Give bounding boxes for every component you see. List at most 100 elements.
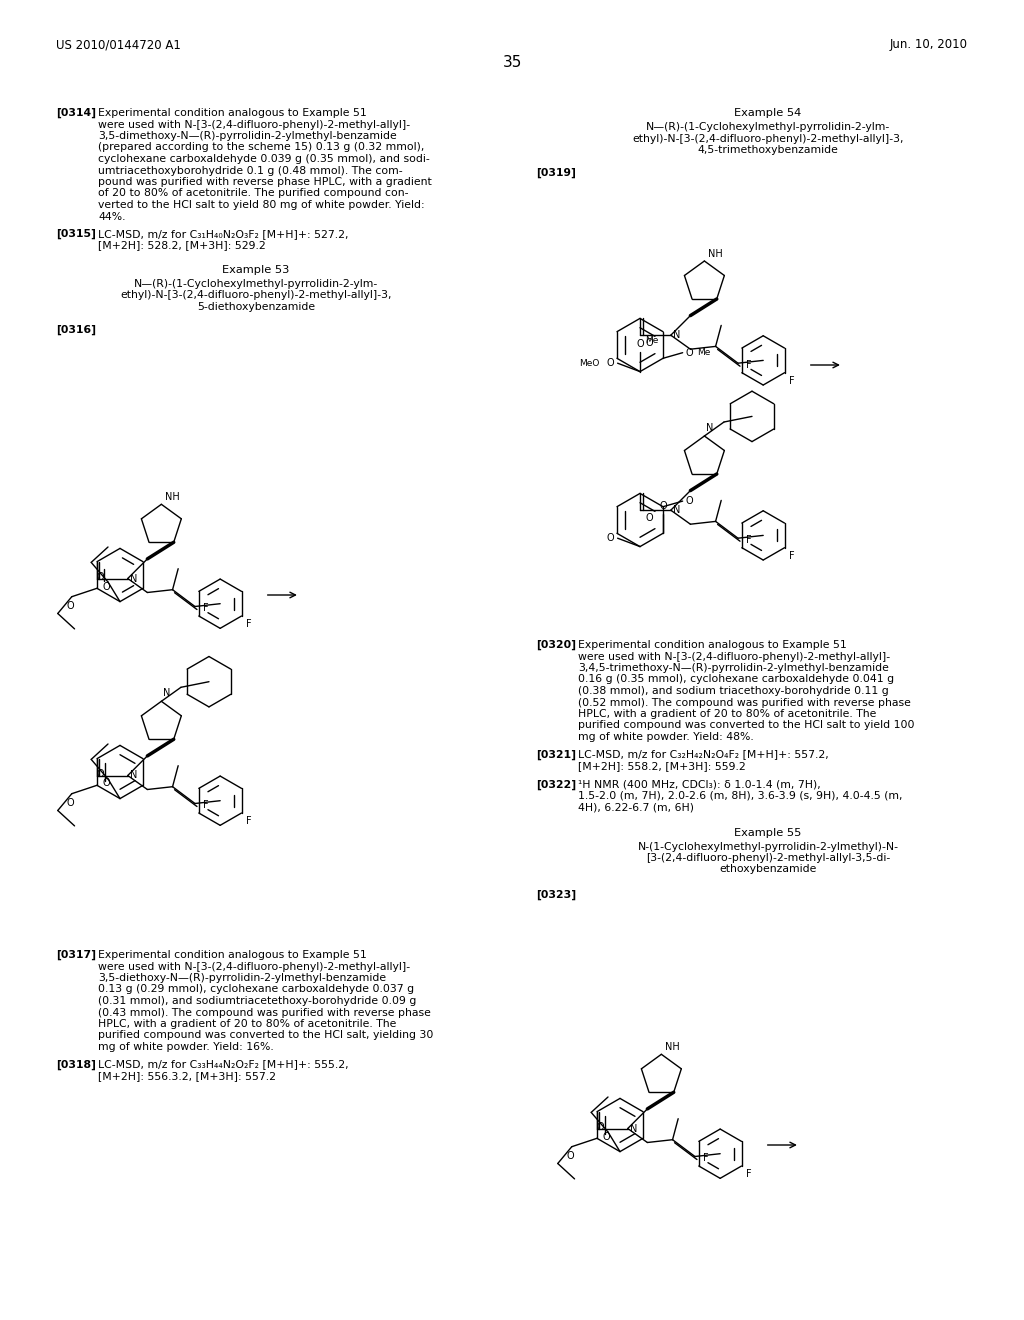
- Text: verted to the HCl salt to yield 80 mg of white powder. Yield:: verted to the HCl salt to yield 80 mg of…: [98, 201, 425, 210]
- Text: [0318]: [0318]: [56, 1060, 96, 1069]
- Text: O: O: [67, 797, 74, 808]
- Text: O: O: [607, 358, 614, 368]
- Text: [0319]: [0319]: [536, 168, 575, 178]
- Text: 35: 35: [503, 55, 521, 70]
- Text: N: N: [630, 1123, 637, 1134]
- Text: [0323]: [0323]: [536, 890, 577, 900]
- Text: (0.43 mmol). The compound was purified with reverse phase: (0.43 mmol). The compound was purified w…: [98, 1007, 431, 1018]
- Text: N: N: [673, 506, 680, 515]
- Text: N—(R)-(1-Cyclohexylmethyl-pyrrolidin-2-ylm-: N—(R)-(1-Cyclohexylmethyl-pyrrolidin-2-y…: [134, 279, 378, 289]
- Text: ethoxybenzamide: ethoxybenzamide: [719, 865, 817, 874]
- Text: umtriacethoxyborohydride 0.1 g (0.48 mmol). The com-: umtriacethoxyborohydride 0.1 g (0.48 mmo…: [98, 165, 402, 176]
- Text: F: F: [203, 603, 209, 612]
- Text: [0322]: [0322]: [536, 780, 577, 789]
- Text: (0.52 mmol). The compound was purified with reverse phase: (0.52 mmol). The compound was purified w…: [578, 697, 911, 708]
- Text: N: N: [130, 573, 137, 583]
- Text: F: F: [788, 376, 795, 385]
- Text: N: N: [130, 771, 137, 780]
- Text: O: O: [596, 1122, 604, 1133]
- Text: O: O: [603, 1131, 610, 1142]
- Text: (prepared according to the scheme 15) 0.13 g (0.32 mmol),: (prepared according to the scheme 15) 0.…: [98, 143, 424, 153]
- Text: N: N: [707, 422, 714, 433]
- Text: NH: NH: [165, 492, 180, 503]
- Text: mg of white powder. Yield: 16%.: mg of white powder. Yield: 16%.: [98, 1041, 273, 1052]
- Text: F: F: [788, 550, 795, 561]
- Text: [0321]: [0321]: [536, 750, 575, 760]
- Text: [M+2H]: 528.2, [M+3H]: 529.2: [M+2H]: 528.2, [M+3H]: 529.2: [98, 240, 266, 251]
- Text: purified compound was converted to the HCl salt, yielding 30: purified compound was converted to the H…: [98, 1031, 433, 1040]
- Text: [3-(2,4-difluoro-phenyl)-2-methyl-allyl-3,5-di-: [3-(2,4-difluoro-phenyl)-2-methyl-allyl-…: [646, 853, 890, 863]
- Text: 5-diethoxybenzamide: 5-diethoxybenzamide: [197, 302, 315, 312]
- Text: 0.16 g (0.35 mmol), cyclohexane carboxaldehyde 0.041 g: 0.16 g (0.35 mmol), cyclohexane carboxal…: [578, 675, 894, 685]
- Text: NH: NH: [666, 1043, 680, 1052]
- Text: [M+2H]: 558.2, [M+3H]: 559.2: [M+2H]: 558.2, [M+3H]: 559.2: [578, 762, 745, 771]
- Text: N: N: [673, 330, 680, 341]
- Text: N—(R)-(1-Cyclohexylmethyl-pyrrolidin-2-ylm-: N—(R)-(1-Cyclohexylmethyl-pyrrolidin-2-y…: [646, 121, 890, 132]
- Text: NH: NH: [709, 249, 723, 259]
- Text: 3,5-dimethoxy-N—(R)-pyrrolidin-2-ylmethyl-benzamide: 3,5-dimethoxy-N—(R)-pyrrolidin-2-ylmethy…: [98, 131, 396, 141]
- Text: ethyl)-N-[3-(2,4-difluoro-phenyl)-2-methyl-allyl]-3,: ethyl)-N-[3-(2,4-difluoro-phenyl)-2-meth…: [120, 290, 392, 301]
- Text: LC-MSD, m/z for C₃₃H₄₄N₂O₂F₂ [M+H]+: 555.2,: LC-MSD, m/z for C₃₃H₄₄N₂O₂F₂ [M+H]+: 555…: [98, 1060, 348, 1069]
- Text: LC-MSD, m/z for C₃₁H₄₀N₂O₃F₂ [M+H]+: 527.2,: LC-MSD, m/z for C₃₁H₄₀N₂O₃F₂ [M+H]+: 527…: [98, 228, 348, 239]
- Text: Me: Me: [645, 337, 658, 346]
- Text: 4,5-trimethoxybenzamide: 4,5-trimethoxybenzamide: [697, 145, 839, 154]
- Text: 3,4,5-trimethoxy-N—(R)-pyrrolidin-2-ylmethyl-benzamide: 3,4,5-trimethoxy-N—(R)-pyrrolidin-2-ylme…: [578, 663, 889, 673]
- Text: O: O: [103, 779, 111, 788]
- Text: O: O: [646, 338, 653, 348]
- Text: pound was purified with reverse phase HPLC, with a gradient: pound was purified with reverse phase HP…: [98, 177, 432, 187]
- Text: [0320]: [0320]: [536, 640, 575, 651]
- Text: O: O: [636, 339, 644, 348]
- Text: O: O: [67, 601, 74, 611]
- Text: N: N: [164, 688, 171, 698]
- Text: 1.5-2.0 (m, 7H), 2.0-2.6 (m, 8H), 3.6-3.9 (s, 9H), 4.0-4.5 (m,: 1.5-2.0 (m, 7H), 2.0-2.6 (m, 8H), 3.6-3.…: [578, 791, 902, 801]
- Text: F: F: [203, 800, 209, 810]
- Text: purified compound was converted to the HCl salt to yield 100: purified compound was converted to the H…: [578, 721, 914, 730]
- Text: Example 53: Example 53: [222, 265, 290, 275]
- Text: Example 54: Example 54: [734, 108, 802, 117]
- Text: O: O: [607, 533, 614, 544]
- Text: [0317]: [0317]: [56, 950, 96, 960]
- Text: [0315]: [0315]: [56, 228, 96, 239]
- Text: F: F: [745, 360, 752, 370]
- Text: F: F: [745, 535, 752, 545]
- Text: [M+2H]: 556.3.2, [M+3H]: 557.2: [M+2H]: 556.3.2, [M+3H]: 557.2: [98, 1071, 276, 1081]
- Text: O: O: [96, 770, 104, 779]
- Text: F: F: [702, 1154, 709, 1163]
- Text: (0.38 mmol), and sodium triacethoxy-borohydride 0.11 g: (0.38 mmol), and sodium triacethoxy-boro…: [578, 686, 889, 696]
- Text: cyclohexane carboxaldehyde 0.039 g (0.35 mmol), and sodi-: cyclohexane carboxaldehyde 0.039 g (0.35…: [98, 154, 430, 164]
- Text: O: O: [659, 500, 667, 511]
- Text: 3,5-diethoxy-N—(R)-pyrrolidin-2-ylmethyl-benzamide: 3,5-diethoxy-N—(R)-pyrrolidin-2-ylmethyl…: [98, 973, 386, 983]
- Text: Experimental condition analogous to Example 51: Experimental condition analogous to Exam…: [98, 108, 367, 117]
- Text: MeO: MeO: [580, 359, 600, 368]
- Text: were used with N-[3-(2,4-difluoro-phenyl)-2-methyl-allyl]-: were used with N-[3-(2,4-difluoro-phenyl…: [98, 120, 411, 129]
- Text: Experimental condition analogous to Example 51: Experimental condition analogous to Exam…: [578, 640, 847, 649]
- Text: were used with N-[3-(2,4-difluoro-phenyl)-2-methyl-allyl]-: were used with N-[3-(2,4-difluoro-phenyl…: [98, 961, 411, 972]
- Text: US 2010/0144720 A1: US 2010/0144720 A1: [56, 38, 181, 51]
- Text: HPLC, with a gradient of 20 to 80% of acetonitrile. The: HPLC, with a gradient of 20 to 80% of ac…: [578, 709, 877, 719]
- Text: Experimental condition analogous to Example 51: Experimental condition analogous to Exam…: [98, 950, 367, 960]
- Text: were used with N-[3-(2,4-difluoro-phenyl)-2-methyl-allyl]-: were used with N-[3-(2,4-difluoro-phenyl…: [578, 652, 890, 661]
- Text: Jun. 10, 2010: Jun. 10, 2010: [890, 38, 968, 51]
- Text: (0.31 mmol), and sodiumtriacetethoxy-borohydride 0.09 g: (0.31 mmol), and sodiumtriacetethoxy-bor…: [98, 997, 417, 1006]
- Text: O: O: [686, 496, 693, 506]
- Text: 44%.: 44%.: [98, 211, 126, 222]
- Text: ethyl)-N-[3-(2,4-difluoro-phenyl)-2-methyl-allyl]-3,: ethyl)-N-[3-(2,4-difluoro-phenyl)-2-meth…: [632, 133, 904, 144]
- Text: 4H), 6.22-6.7 (m, 6H): 4H), 6.22-6.7 (m, 6H): [578, 803, 694, 813]
- Text: O: O: [566, 1151, 573, 1160]
- Text: F: F: [246, 619, 251, 630]
- Text: Example 55: Example 55: [734, 828, 802, 837]
- Text: Me: Me: [696, 348, 710, 358]
- Text: O: O: [646, 513, 653, 523]
- Text: HPLC, with a gradient of 20 to 80% of acetonitrile. The: HPLC, with a gradient of 20 to 80% of ac…: [98, 1019, 396, 1030]
- Text: [0316]: [0316]: [56, 325, 96, 335]
- Text: LC-MSD, m/z for C₃₂H₄₂N₂O₄F₂ [M+H]+: 557.2,: LC-MSD, m/z for C₃₂H₄₂N₂O₄F₂ [M+H]+: 557…: [578, 750, 828, 759]
- Text: ¹H NMR (400 MHz, CDCl₃): δ 1.0-1.4 (m, 7H),: ¹H NMR (400 MHz, CDCl₃): δ 1.0-1.4 (m, 7…: [578, 780, 821, 789]
- Text: mg of white powder. Yield: 48%.: mg of white powder. Yield: 48%.: [578, 733, 754, 742]
- Text: F: F: [246, 816, 251, 826]
- Text: [0314]: [0314]: [56, 108, 96, 119]
- Text: F: F: [745, 1170, 752, 1179]
- Text: O: O: [103, 582, 111, 591]
- Text: 0.13 g (0.29 mmol), cyclohexane carboxaldehyde 0.037 g: 0.13 g (0.29 mmol), cyclohexane carboxal…: [98, 985, 414, 994]
- Text: O: O: [96, 572, 104, 582]
- Text: of 20 to 80% of acetonitrile. The purified compound con-: of 20 to 80% of acetonitrile. The purifi…: [98, 189, 409, 198]
